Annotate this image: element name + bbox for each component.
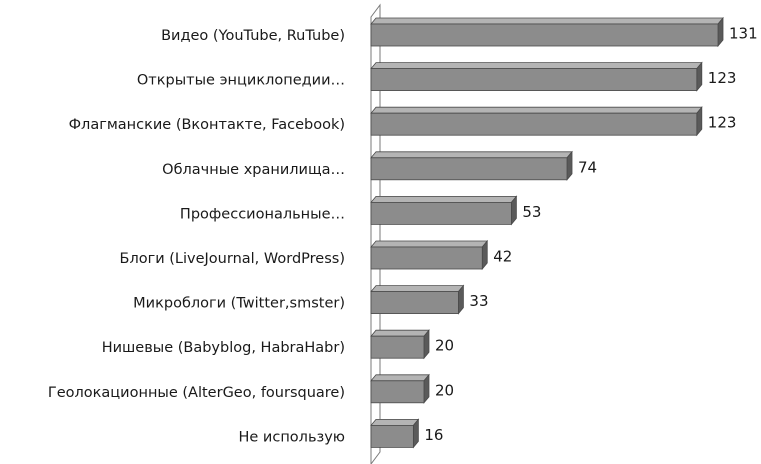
value-label: 33 bbox=[469, 292, 488, 310]
bar-front-face bbox=[370, 335, 425, 359]
axis-wall bbox=[370, 3, 381, 464]
bar-10 bbox=[370, 418, 420, 449]
value-label: 42 bbox=[493, 248, 512, 266]
category-label: Не использую bbox=[239, 429, 346, 445]
category-label: Облачные хранилища… bbox=[162, 162, 345, 178]
bar-5 bbox=[370, 195, 518, 226]
bar-top-face bbox=[370, 285, 465, 293]
value-label: 16 bbox=[424, 426, 443, 444]
bar-top-face bbox=[370, 62, 703, 69]
bar-top-face bbox=[370, 17, 724, 25]
category-label: Профессиональные… bbox=[180, 206, 345, 222]
value-label: 123 bbox=[708, 69, 737, 87]
bar-top-face bbox=[370, 418, 420, 426]
bar-top-face bbox=[370, 106, 703, 114]
bar-top-face bbox=[370, 374, 430, 382]
value-label: 53 bbox=[522, 203, 541, 221]
category-label: Видео (YouTube, RuTube) bbox=[161, 28, 345, 44]
value-label: 131 bbox=[729, 25, 758, 43]
bar-front-face bbox=[370, 380, 425, 404]
bars-group bbox=[370, 16, 724, 449]
bar-front-face bbox=[370, 23, 719, 47]
category-label: Флагманские (Вконтакте, Facebook) bbox=[69, 117, 345, 133]
bar-top-face bbox=[370, 195, 518, 203]
bar-3 bbox=[370, 106, 703, 137]
value-labels: 131 123 123 74 53 42 33 20 20 16 bbox=[424, 25, 757, 444]
category-label: Открытые энциклопедии… bbox=[137, 73, 345, 89]
bar-7 bbox=[370, 284, 465, 315]
bar-2 bbox=[370, 61, 703, 92]
bar-front-face bbox=[370, 112, 698, 136]
back-wall bbox=[370, 3, 381, 464]
category-label: Нишевые (Babyblog, HabraHabr) bbox=[102, 340, 345, 356]
bar-1 bbox=[370, 16, 724, 48]
bar-6 bbox=[370, 239, 489, 271]
category-label: Геолокационные (AlterGeo, foursquare) bbox=[48, 385, 345, 401]
bar-top-face bbox=[370, 329, 430, 337]
value-label: 20 bbox=[435, 381, 454, 399]
bar-top-face bbox=[370, 151, 573, 159]
category-label: Блоги (LiveJournal, WordPress) bbox=[120, 251, 345, 267]
bar-front-face bbox=[370, 157, 568, 181]
bar-top-face bbox=[370, 240, 489, 248]
category-labels: Видео (YouTube, RuTube) Открытые энциклоп… bbox=[48, 28, 345, 445]
bar-front-face bbox=[370, 424, 414, 448]
bar-front-face bbox=[370, 246, 483, 270]
value-label: 74 bbox=[578, 158, 597, 176]
bar-8 bbox=[370, 329, 430, 360]
value-label: 20 bbox=[435, 337, 454, 355]
bar-9 bbox=[370, 373, 430, 404]
bar-front-face bbox=[370, 68, 698, 91]
value-label: 123 bbox=[708, 114, 737, 132]
bar-front-face bbox=[370, 291, 459, 315]
bar-front-face bbox=[370, 201, 512, 225]
category-label: Микроблоги (Twitter,smster) bbox=[133, 296, 345, 312]
bar-4 bbox=[370, 150, 573, 181]
